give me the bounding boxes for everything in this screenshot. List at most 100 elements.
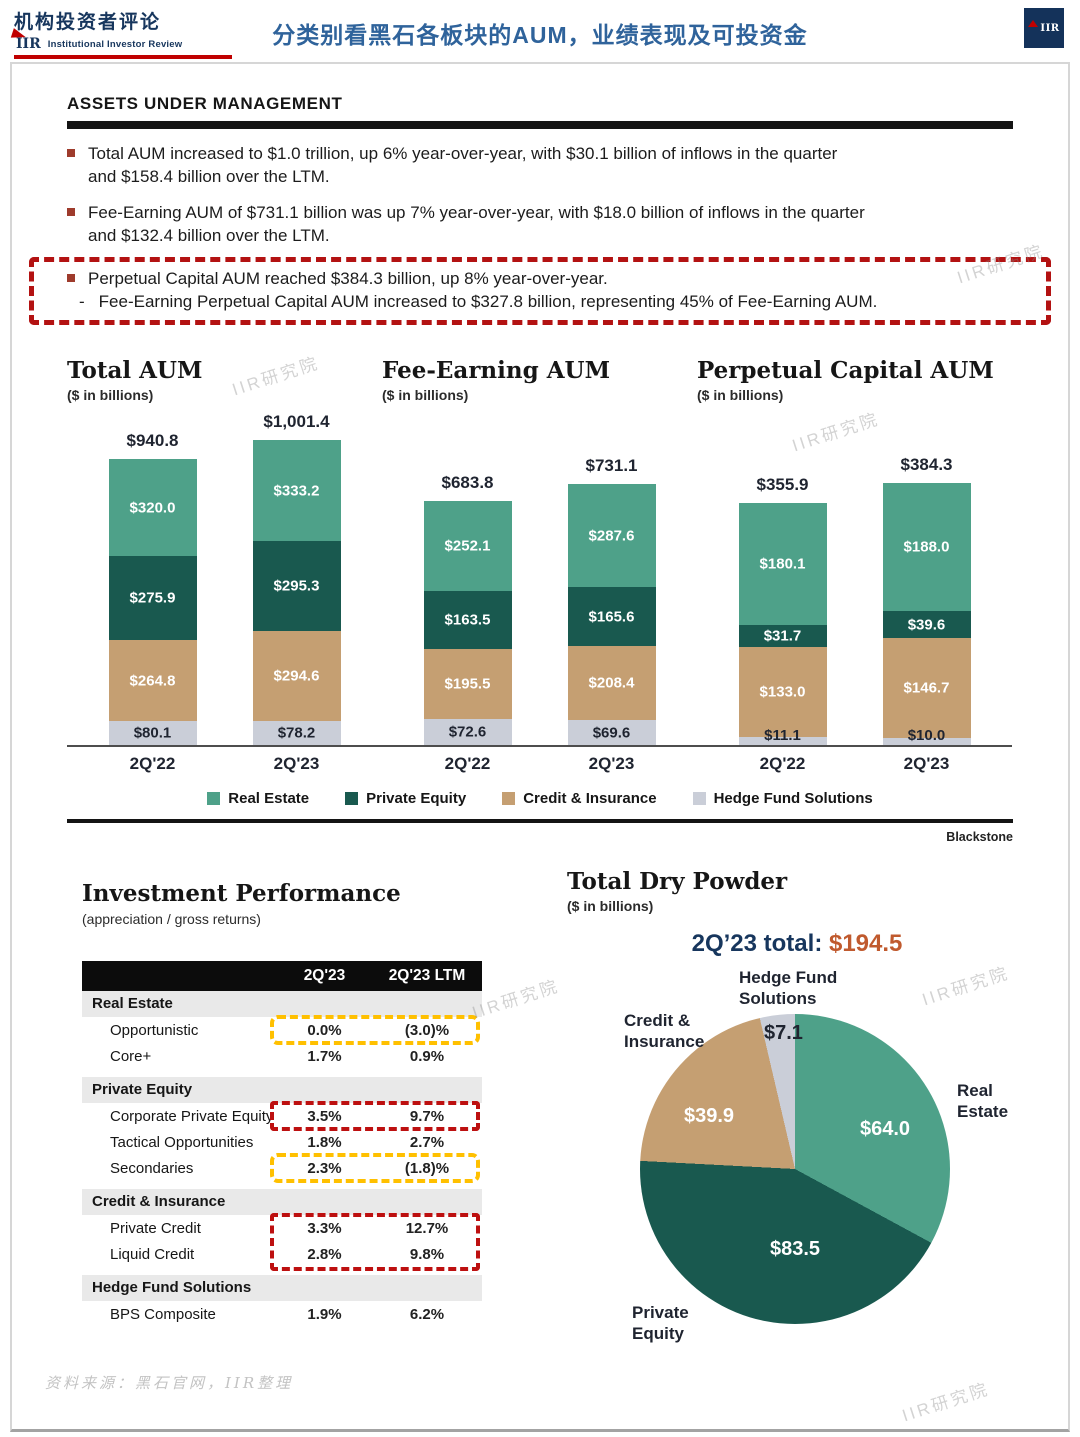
value-2q23-ltm: 0.9% bbox=[409, 1047, 445, 1065]
highlight-box-secondaries bbox=[270, 1153, 480, 1183]
performance-table: 2Q'23 2Q'23 LTM Real Estate Opportunistic… bbox=[82, 961, 482, 1327]
chart-title: Perpetual Capital AUM bbox=[697, 357, 994, 384]
segment-value-label: $146.7 bbox=[903, 679, 950, 697]
segment-value-label: $180.1 bbox=[759, 555, 806, 573]
value-2q23: 3.5% bbox=[307, 1107, 342, 1125]
segment-value-label: $252.1 bbox=[444, 537, 491, 555]
row-label: Private Credit bbox=[110, 1219, 201, 1237]
segment-value-label: $10.0 bbox=[907, 727, 946, 744]
row-label: Core+ bbox=[110, 1047, 152, 1065]
value-2q23-ltm: 9.7% bbox=[409, 1107, 445, 1125]
value-2q23-ltm: 6.2% bbox=[409, 1305, 445, 1323]
segment-value-label: $165.6 bbox=[588, 608, 635, 625]
bars-area: $683.8 $252.1 $163.5 $195.5 $72.6 $731.1 $287.… bbox=[382, 409, 697, 747]
bullet-total-aum: Total AUM increased to $1.0 trillion, up… bbox=[67, 142, 1013, 188]
x-axis-labels: 2Q'22 2Q'23 bbox=[697, 747, 1012, 774]
bullet-list: Total AUM increased to $1.0 trillion, up… bbox=[67, 142, 1013, 247]
segment-value-label: $287.6 bbox=[588, 527, 635, 544]
segment-private-equity: $163.5 bbox=[423, 591, 512, 649]
chart-fee-earning-aum: Fee-Earning AUM ($ in billions) $683.8 $2… bbox=[382, 357, 697, 774]
legend-item-private-equity: Private Equity bbox=[345, 790, 466, 807]
bullet-text: Perpetual Capital AUM reached $384.3 bil… bbox=[88, 269, 608, 288]
bullet-text: Fee-Earning AUM of $731.1 billion was up… bbox=[88, 201, 865, 247]
segment-credit-insurance: $264.8 bbox=[108, 640, 197, 721]
segment-value-label: $69.6 bbox=[592, 724, 631, 741]
segment-hedge-fund-solutions: $80.1 bbox=[108, 721, 197, 745]
masthead: 机构投资者评论 IIR Institutional Investor Revie… bbox=[0, 0, 1080, 62]
chart-subtitle: ($ in billions) bbox=[67, 387, 154, 403]
bar-total-label: $731.1 bbox=[585, 456, 638, 475]
value-2q23: 1.8% bbox=[307, 1133, 342, 1151]
value-2q23-ltm: (1.8)% bbox=[404, 1159, 450, 1177]
row-label: Secondaries bbox=[110, 1159, 194, 1177]
bullet-square-icon bbox=[67, 149, 75, 157]
stacked-bar-2Q'22: $683.8 $252.1 $163.5 $195.5 $72.6 bbox=[423, 473, 512, 745]
segment-value-label: $39.6 bbox=[907, 616, 946, 633]
stacked-bar-2Q'23: $384.3 $188.0 $39.6 $146.7 $10.0 bbox=[882, 455, 971, 745]
bars-area: $940.8 $320.0 $275.9 $264.8 $80.1 $1,001.4 $33… bbox=[67, 409, 382, 747]
pie-chart bbox=[640, 1014, 950, 1324]
chart-plot: $940.8 $320.0 $275.9 $264.8 $80.1 $1,001.4 $33… bbox=[67, 409, 382, 774]
value-2q23-ltm: (3.0)% bbox=[404, 1021, 450, 1039]
bar-stack: $180.1 $31.7 $133.0 $11.1 bbox=[738, 503, 827, 745]
brand-red-rule bbox=[14, 55, 232, 59]
segment-value-label: $195.5 bbox=[444, 675, 491, 693]
row-label: Tactical Opportunities bbox=[110, 1133, 254, 1151]
section-divider bbox=[67, 819, 1013, 823]
charts-row: Total AUM ($ in billions) $940.8 $320.0 $2… bbox=[67, 357, 1013, 774]
source-brand: Blackstone bbox=[946, 830, 1013, 844]
header-2q23: 2Q'23 bbox=[303, 967, 346, 984]
segment-private-equity: $39.6 bbox=[882, 611, 971, 638]
chart-legend: Real Estate Private Equity Credit & Insu… bbox=[67, 790, 1013, 807]
table-row-bps-composite: BPS Composite 1.9% 6.2% bbox=[82, 1301, 482, 1327]
dry-powder-subtitle: ($ in billions) bbox=[567, 898, 654, 914]
pie-label-credit-insurance: Credit & Insurance bbox=[624, 1011, 705, 1051]
bars-area: $355.9 $180.1 $31.7 $133.0 $11.1 $384.3 $188.0… bbox=[697, 409, 1012, 747]
pie-chart-area: Hedge Fund Solutions $7.1 Credit & Insur… bbox=[567, 962, 1027, 1352]
segment-credit-insurance: $294.6 bbox=[252, 631, 341, 721]
dry-powder-title: Total Dry Powder bbox=[567, 868, 788, 895]
segment-value-label: $72.6 bbox=[448, 723, 487, 741]
x-axis-tick-label: 2Q'22 bbox=[444, 754, 491, 773]
header-2q23-ltm: 2Q'23 LTM bbox=[388, 967, 466, 984]
table-section-hedge-fund-solutions: Hedge Fund Solutions bbox=[82, 1275, 482, 1301]
stacked-bar-2Q'22: $940.8 $320.0 $275.9 $264.8 $80.1 bbox=[108, 431, 197, 745]
stacked-bar-2Q'23: $1,001.4 $333.2 $295.3 $294.6 $78.2 bbox=[252, 412, 341, 745]
bullet-square-icon bbox=[67, 274, 75, 282]
content-sheet: ASSETS UNDER MANAGEMENT Total AUM increa… bbox=[10, 62, 1070, 1432]
segment-real-estate: $333.2 bbox=[252, 440, 341, 541]
value-2q23: 2.3% bbox=[307, 1159, 342, 1177]
segment-value-label: $11.1 bbox=[764, 727, 801, 744]
stacked-bar-2Q'22: $355.9 $180.1 $31.7 $133.0 $11.1 bbox=[738, 475, 827, 745]
corner-logo-triangle-icon bbox=[1028, 19, 1039, 27]
segment-value-label: $80.1 bbox=[133, 724, 172, 742]
x-axis-labels: 2Q'22 2Q'23 bbox=[67, 747, 382, 774]
highlight-box-credit bbox=[270, 1213, 480, 1271]
dry-powder-block: Total Dry Powder ($ in billions) 2Q’23 t… bbox=[482, 868, 1027, 1352]
x-axis-labels: 2Q'22 2Q'23 bbox=[382, 747, 697, 774]
value-2q23: 0.0% bbox=[307, 1021, 342, 1039]
highlight-box-opportunistic bbox=[270, 1015, 480, 1045]
pie-value-private-equity: $83.5 bbox=[770, 1238, 821, 1260]
footer-source: 资料来源：黑石官网，IIR整理 bbox=[45, 1374, 294, 1392]
total-amount: $194.5 bbox=[828, 930, 903, 957]
segment-credit-insurance: $133.0 bbox=[738, 647, 827, 737]
table-section-credit-insurance: Credit & Insurance bbox=[82, 1189, 482, 1215]
pie-value-hedge-fund-solutions: $7.1 bbox=[764, 1022, 803, 1044]
x-axis-tick-label: 2Q'22 bbox=[759, 754, 806, 773]
table-row-tactical-opportunities: Tactical Opportunities 1.8% 2.7% bbox=[82, 1129, 482, 1155]
segment-hedge-fund-solutions: $72.6 bbox=[423, 719, 512, 745]
chart-plot: $355.9 $180.1 $31.7 $133.0 $11.1 $384.3 $188.0… bbox=[697, 409, 1012, 774]
bullet-line: Total AUM increased to $1.0 trillion, up… bbox=[88, 144, 838, 163]
row-label: BPS Composite bbox=[110, 1305, 216, 1323]
segment-real-estate: $287.6 bbox=[567, 484, 656, 587]
bar-total-label: $940.8 bbox=[126, 431, 179, 450]
segment-value-label: $78.2 bbox=[277, 724, 316, 742]
bullet-line: and $132.4 billion over the LTM. bbox=[88, 226, 330, 245]
bar-total-label: $683.8 bbox=[441, 473, 494, 492]
dry-powder-total: 2Q’23 total: $194.5 bbox=[567, 930, 1027, 958]
bullet-line: and $158.4 billion over the LTM. bbox=[88, 167, 330, 186]
segment-value-label: $31.7 bbox=[763, 627, 802, 645]
row-label: Corporate Private Equity bbox=[110, 1107, 274, 1125]
chart-subtitle: ($ in billions) bbox=[697, 387, 784, 403]
